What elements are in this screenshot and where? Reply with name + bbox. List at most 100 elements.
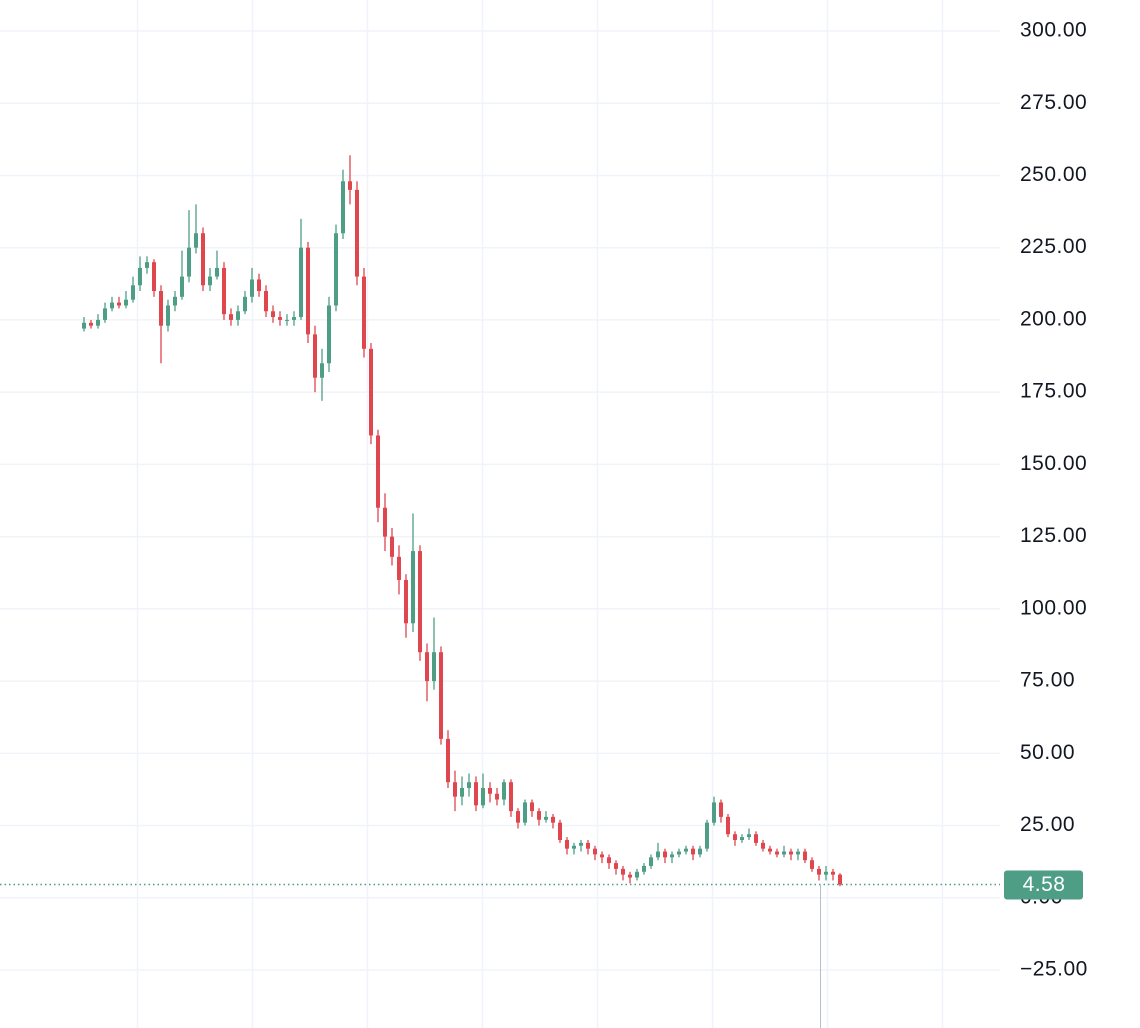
candle-body [628,874,632,878]
candle-body [768,848,772,852]
candle-body [502,782,506,800]
candle-body [110,302,114,309]
candle-body [236,311,240,320]
candle-body [96,319,100,326]
candle-body [495,793,499,800]
candle-body [320,363,324,378]
y-tick-label: 150.00 [1020,452,1087,475]
candle-body [803,851,807,861]
candle-body [726,816,730,835]
candle-body [747,834,751,838]
y-tick-label: 100.00 [1020,596,1087,619]
candle-body [607,857,611,864]
candle-body [355,189,359,277]
candle-body [376,435,380,508]
candle-body [614,863,618,869]
candle-body [656,851,660,858]
candle-body [334,233,338,306]
candle-body [173,296,177,306]
candle-body [558,822,562,840]
candle-body [754,834,758,843]
price-axis: −25.000.0025.0050.0075.00100.00125.00150… [1004,19,1087,981]
candle-body [593,848,597,855]
candle-body [810,860,814,869]
grid [0,0,1000,1028]
y-tick-label: 175.00 [1020,380,1087,403]
candle-body [551,816,555,823]
candle-body [761,842,765,849]
candle-body [306,247,310,335]
candle-body [544,816,548,820]
candle-body [362,276,366,349]
candle-body [677,851,681,855]
candle-body [698,848,702,855]
candle-body [838,874,842,885]
y-tick-label: 50.00 [1020,741,1075,764]
candle-body [453,782,457,797]
candle-body [411,551,415,624]
candle-body [481,787,485,806]
candle-body [572,845,576,849]
y-tick-label: 75.00 [1020,669,1075,692]
candle-body [460,787,464,797]
candle-body [432,652,436,682]
candle-body [418,551,422,653]
candle-body [285,319,289,321]
candle-body [250,279,254,297]
candle-body [439,652,443,739]
candle-body [131,285,135,300]
candle-body [264,291,268,312]
candle-body [684,848,688,852]
candle-body [257,279,261,292]
candle-body [670,854,674,858]
candle-body [705,822,709,849]
y-tick-label: 275.00 [1020,91,1087,114]
candle-body [817,868,821,875]
candle-body [586,842,590,849]
candle-body [348,181,352,190]
candle-body [446,738,450,783]
candle-body [313,334,317,378]
candle-body [796,851,800,855]
last-price-label: 4.58 [1023,873,1066,896]
candle-body [775,851,779,855]
candle-body [215,267,219,277]
candle-body [82,322,86,329]
candle-body [145,262,149,268]
candle-body [831,871,835,875]
candle-body [159,291,163,326]
y-tick-label: 200.00 [1020,307,1087,330]
candle-body [712,802,716,823]
candle-body [180,276,184,297]
candle-body [691,848,695,855]
candle-body [138,267,142,286]
candle-body [89,322,93,326]
candle-body [488,787,492,794]
candle-body [299,247,303,318]
candle-body [152,262,156,292]
candle-body [530,802,534,812]
candle-body [649,857,653,866]
candle-body [243,296,247,312]
candle-body [278,317,282,320]
candle-body [474,782,478,806]
candle-body [187,247,191,277]
candle-body [621,868,625,875]
candle-body [733,834,737,840]
candle-body [740,837,744,840]
candle-body [208,276,212,286]
candles [0,155,1000,887]
candle-body [467,782,471,788]
candle-body [271,311,275,318]
candle-body [782,851,786,855]
candle-body [635,871,639,878]
last-price-box [1004,870,1083,900]
candle-body [124,299,128,306]
candle-body [166,305,170,326]
candle-body [516,811,520,823]
candle-body [390,536,394,557]
candle-body [579,842,583,846]
y-tick-label: 125.00 [1020,524,1087,547]
candle-body [789,851,793,855]
